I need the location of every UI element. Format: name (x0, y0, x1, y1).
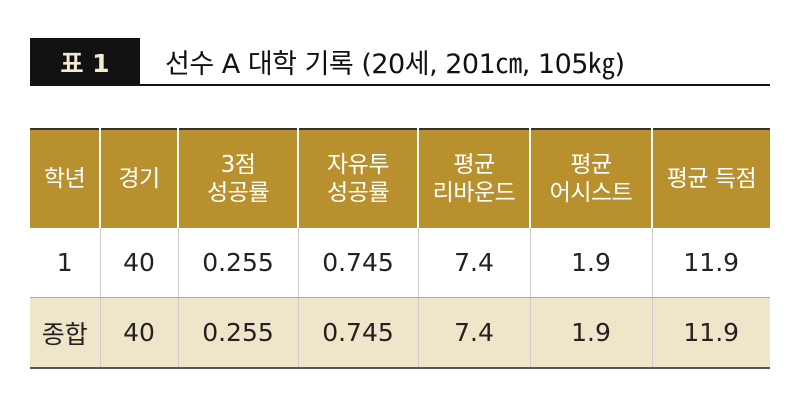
header-line: 학년 (43, 166, 86, 192)
header-line: 어시스트 (549, 180, 633, 206)
table-title: 선수 A 대학 기록 (20세, 201㎝, 105㎏) (165, 49, 625, 80)
cell: 0.745 (297, 228, 418, 298)
cell: 7.4 (417, 228, 530, 298)
cell: 0.255 (177, 228, 298, 298)
header-line: 리바운드 (432, 180, 516, 206)
cell: 11.9 (651, 228, 770, 298)
header-line: 자유투 (327, 152, 389, 178)
header-line: 3점 (220, 152, 256, 178)
cell: 7.4 (417, 297, 530, 368)
table-label: 표 1 (30, 38, 140, 85)
table-body: 1 40 0.255 0.745 7.4 1.9 11.9 종합 40 0.255 0.745 7.4… (30, 228, 770, 368)
cell: 11.9 (651, 297, 770, 368)
column-header: 평균 득점 (651, 129, 770, 228)
cell: 40 (99, 228, 178, 298)
cell: 종합 (30, 297, 100, 368)
column-header: 자유투 성공률 (297, 129, 418, 228)
column-header: 평균 어시스트 (529, 129, 652, 228)
header-row: 학년 경기 3점 성공률 자유투 성공률 평균 리바운드 평균 어시스트 평균 득점 (30, 129, 770, 228)
table-head: 학년 경기 3점 성공률 자유투 성공률 평균 리바운드 평균 어시스트 평균 득점 (30, 129, 770, 228)
cell: 1.9 (529, 228, 652, 298)
column-header: 평균 리바운드 (417, 129, 530, 228)
header-line: 성공률 (207, 180, 269, 206)
cell: 1.9 (529, 297, 652, 368)
cell: 0.255 (177, 297, 298, 368)
stats-table: 학년 경기 3점 성공률 자유투 성공률 평균 리바운드 평균 어시스트 평균 득점 1 40 0.255… (30, 128, 770, 369)
column-header: 3점 성공률 (177, 129, 298, 228)
header-line: 경기 (118, 166, 160, 192)
header-line: 평균 (453, 152, 495, 178)
column-header: 경기 (99, 129, 178, 228)
header-line: 성공률 (327, 180, 389, 206)
header-line: 평균 (570, 152, 612, 178)
cell: 1 (30, 228, 100, 298)
title-rule (30, 84, 770, 86)
header-line: 평균 득점 (666, 166, 757, 192)
data-row: 1 40 0.255 0.745 7.4 1.9 11.9 (30, 228, 770, 298)
cell: 40 (99, 297, 178, 368)
cell: 0.745 (297, 297, 418, 368)
data-row: 종합 40 0.255 0.745 7.4 1.9 11.9 (30, 297, 770, 368)
column-header: 학년 (30, 129, 100, 228)
